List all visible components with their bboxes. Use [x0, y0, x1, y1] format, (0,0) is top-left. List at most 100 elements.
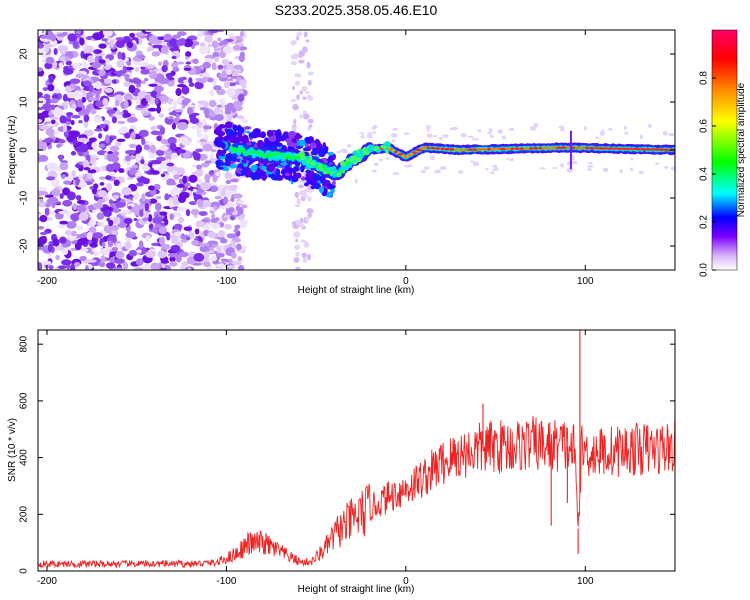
ridge-peak: [510, 147, 515, 151]
noise-blob: [472, 161, 480, 167]
noise-blob: [38, 154, 49, 162]
spectrogram-y-tick-label: 10: [19, 96, 30, 108]
ridge-peak: [454, 148, 459, 152]
noise-blob: [62, 68, 74, 75]
noise-blob: [76, 199, 86, 205]
noise-blob: [101, 38, 108, 42]
noise-blob: [59, 115, 67, 124]
signal-blob: [288, 167, 293, 175]
noise-blob: [48, 265, 54, 270]
noise-blob: [92, 32, 103, 41]
noise-blob: [76, 204, 87, 213]
noise-blob: [373, 162, 379, 167]
noise-blob: [176, 206, 187, 212]
noise-blob: [168, 38, 179, 47]
noise-blob: [65, 60, 72, 66]
noise-blob: [587, 168, 593, 171]
noise-blob: [62, 94, 68, 102]
noise-blob: [99, 123, 107, 129]
noise-blob: [115, 39, 126, 49]
noise-blob: [122, 261, 129, 270]
noise-blob: [56, 143, 62, 148]
noise-blob: [176, 121, 188, 131]
spectrogram-x-tick-label: 0: [403, 276, 409, 287]
noise-blob: [190, 208, 200, 216]
noise-blob: [460, 132, 467, 138]
noise-blob: [77, 110, 89, 116]
noise-blob: [103, 65, 111, 70]
noise-blob: [186, 236, 191, 241]
noise-blob: [86, 104, 92, 111]
noise-blob: [144, 202, 150, 212]
noise-blob: [663, 165, 669, 169]
signal-blob: [242, 134, 249, 143]
noise-blob: [306, 208, 311, 213]
noise-blob: [134, 135, 143, 140]
noise-blob: [123, 217, 133, 225]
noise-blob: [233, 193, 243, 199]
noise-blob: [148, 223, 154, 230]
noise-blob: [105, 175, 112, 181]
signal-blob: [225, 121, 233, 129]
noise-blob: [240, 221, 247, 229]
noise-blob: [207, 240, 218, 245]
noise-blob: [82, 80, 92, 87]
noise-blob: [169, 261, 178, 267]
noise-blob: [470, 160, 475, 163]
noise-blob: [150, 262, 160, 270]
noise-blob: [293, 257, 300, 263]
noise-blob: [118, 168, 125, 173]
signal-blob: [221, 142, 226, 150]
noise-blob: [52, 238, 60, 247]
noise-blob: [159, 126, 166, 135]
spectrogram-y-tick-label: 0: [19, 147, 30, 153]
noise-blob: [52, 94, 59, 100]
spectrogram-frame: [37, 29, 676, 271]
noise-blob: [62, 247, 69, 256]
signal-blob: [285, 137, 294, 144]
noise-blob: [83, 61, 88, 70]
signal-blob: [226, 129, 235, 137]
noise-blob: [157, 250, 167, 259]
noise-blob: [234, 224, 241, 230]
signal-blob: [312, 174, 321, 181]
noise-blob: [59, 139, 66, 144]
noise-blob: [148, 107, 157, 112]
noise-blob: [181, 261, 189, 267]
noise-blob: [237, 265, 245, 270]
noise-blob: [44, 62, 53, 70]
noise-blob: [48, 196, 59, 204]
noise-blob: [294, 73, 302, 78]
snr-x-tick-label: 0: [403, 576, 409, 587]
noise-blob: [571, 160, 578, 165]
noise-blob: [215, 171, 221, 177]
noise-blob: [224, 223, 232, 230]
noise-blob: [295, 267, 301, 270]
noise-blob: [81, 96, 87, 103]
noise-blob: [87, 55, 95, 63]
noise-blob: [56, 108, 64, 117]
noise-blob: [203, 133, 209, 141]
noise-blob: [307, 213, 312, 218]
signal-blob: [339, 165, 347, 171]
noise-blob: [301, 85, 308, 92]
noise-blob: [92, 251, 100, 257]
noise-blob: [140, 80, 146, 85]
ridge-peak: [463, 148, 469, 152]
noise-blob: [66, 221, 77, 229]
colorbar-tick-label: 0.8: [699, 71, 710, 85]
noise-blob: [71, 114, 81, 119]
noise-blob: [104, 87, 113, 93]
noise-blob: [64, 56, 70, 62]
noise-blob: [124, 73, 130, 82]
noise-blob: [420, 169, 426, 174]
signal-blob: [310, 185, 316, 190]
noise-blob: [77, 137, 89, 143]
noise-blob: [61, 31, 68, 37]
noise-blob: [207, 43, 213, 48]
noise-blob: [199, 243, 205, 248]
noise-blob: [391, 127, 399, 131]
noise-blob: [219, 205, 227, 210]
noise-blob: [366, 133, 373, 139]
signal-blob: [341, 170, 345, 174]
